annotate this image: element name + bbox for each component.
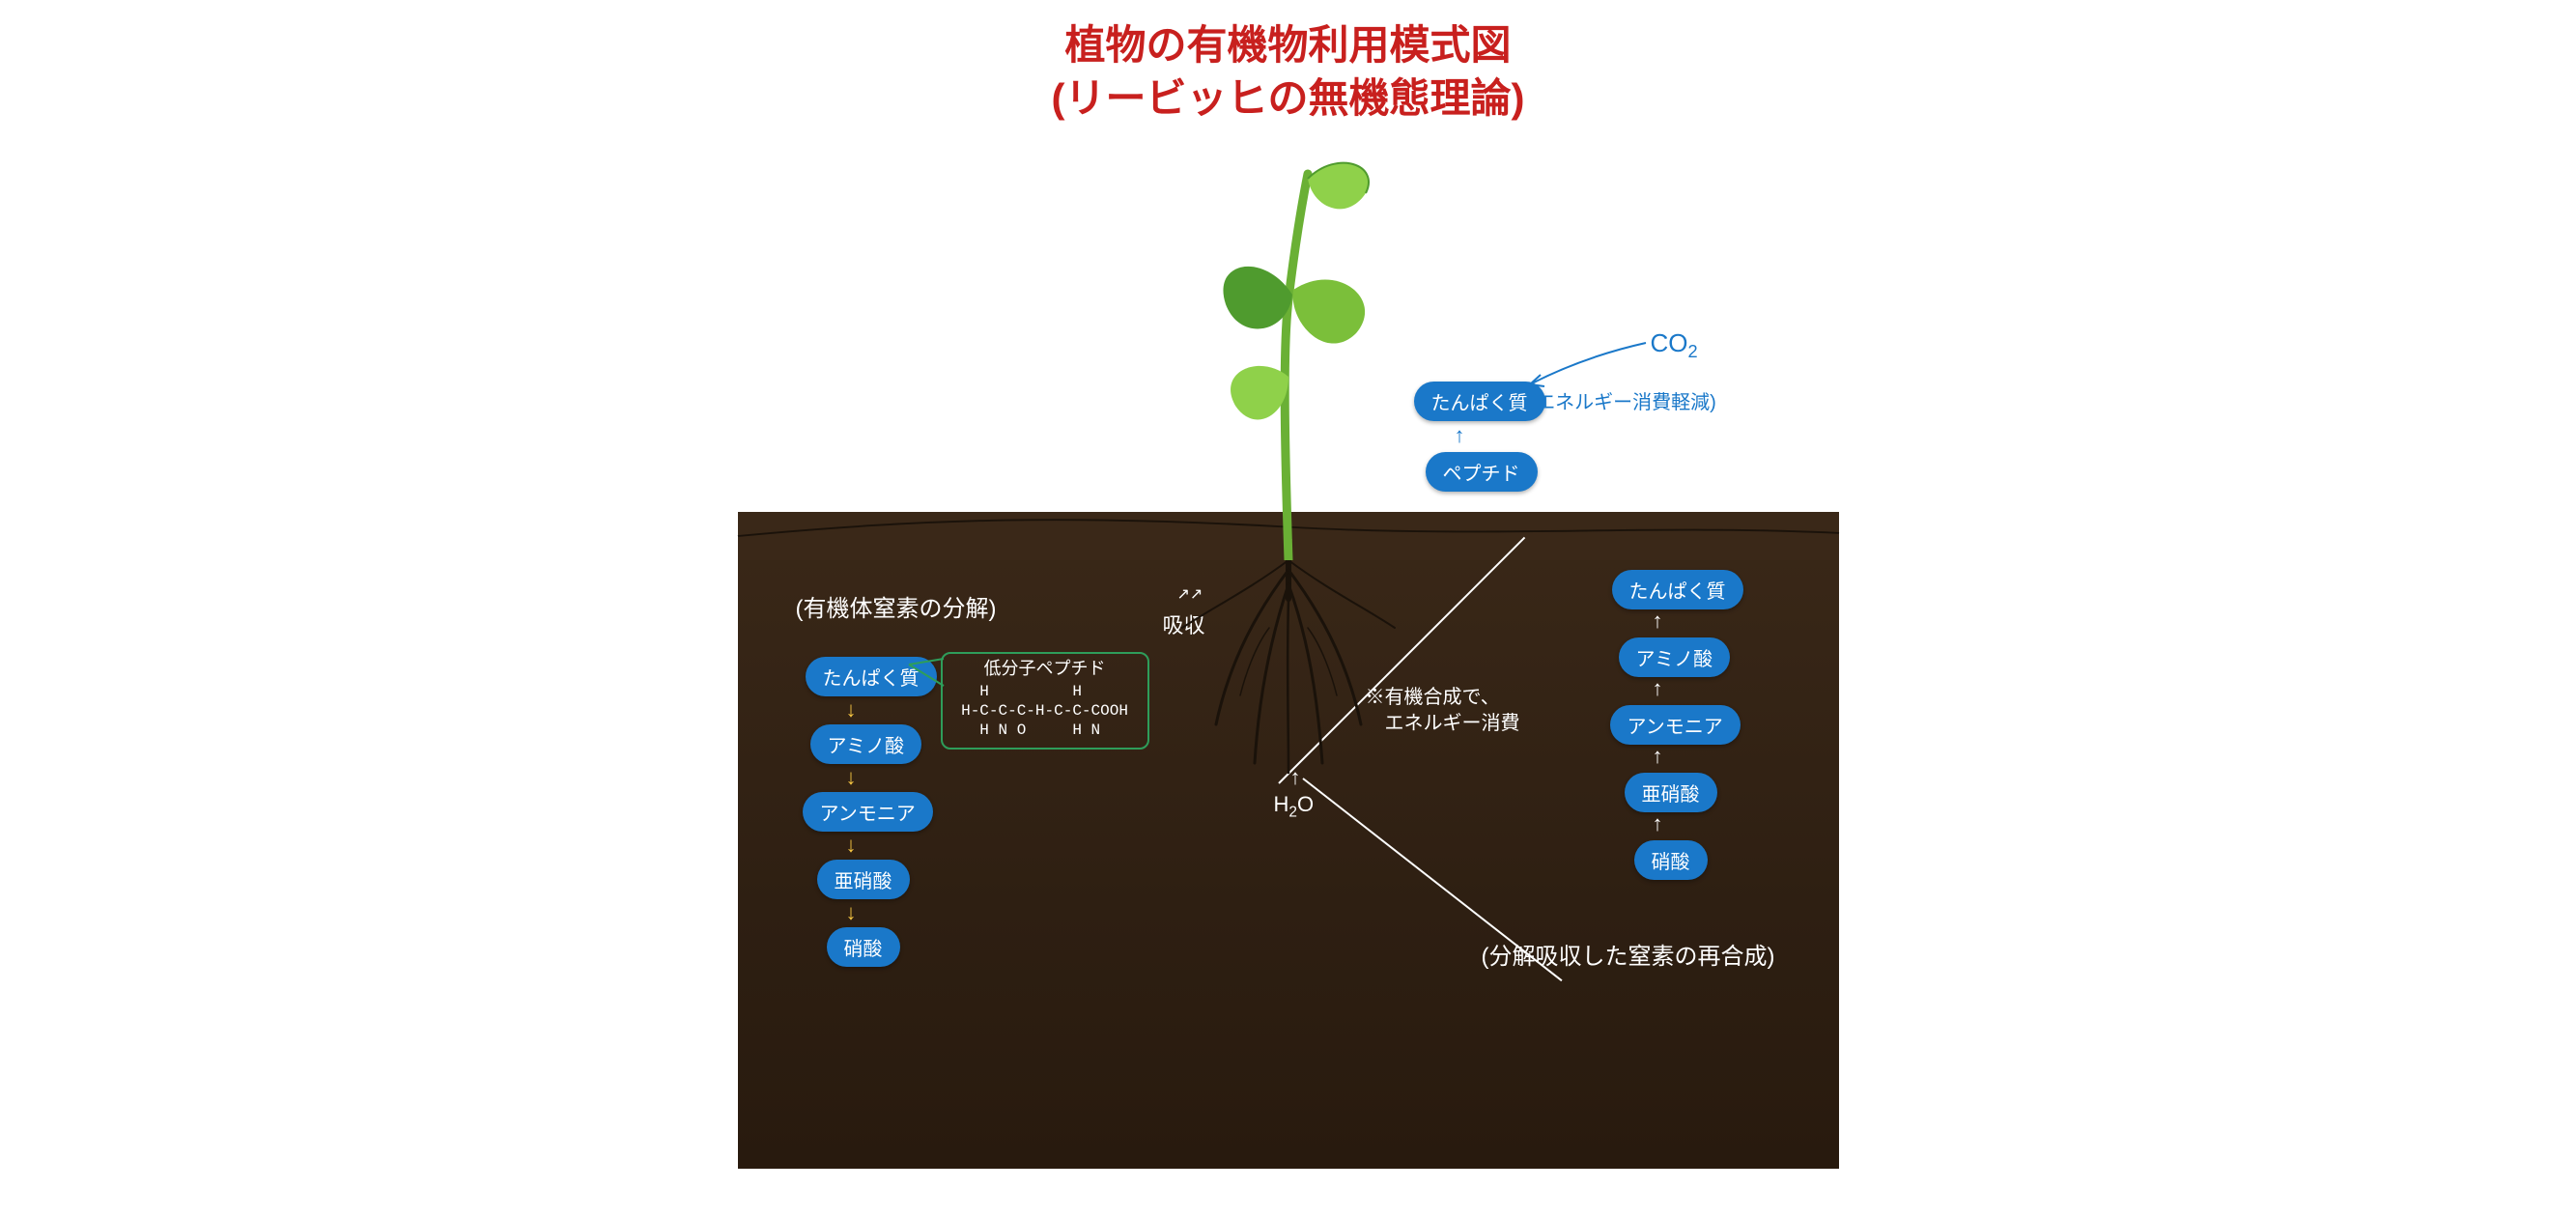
diagram-canvas: ↗↗ 吸収 (有機体窒素の分解) たんぱく質 ↓ アミノ酸 ↓ アンモニア ↓ … (738, 145, 1839, 1169)
left-badge-nitrate: 硝酸 (827, 927, 900, 967)
up-arrow-icon: ↑ (1653, 811, 1663, 836)
molbox-connector-icon (907, 657, 946, 695)
air-up-arrow-icon: ↑ (1455, 423, 1465, 448)
left-badge-nitrite: 亜硝酸 (817, 860, 910, 899)
right-badge-ammonia: アンモニア (1610, 705, 1741, 745)
molbox-line-bottom: H N O H N (952, 721, 1138, 740)
up-arrow-icon: ↑ (1653, 676, 1663, 701)
co2-text: CO (1651, 328, 1688, 357)
left-heading: (有機体窒素の分解) (796, 589, 997, 623)
energy-saving-label: (エネルギー消費軽減) (1530, 386, 1716, 414)
co2-sub: 2 (1688, 342, 1698, 361)
diagram-title: 植物の有機物利用模式図 (リービッヒの無機態理論) (1052, 19, 1525, 125)
h2o-label: H2O (1274, 792, 1315, 821)
right-badge-nitrite: 亜硝酸 (1625, 773, 1717, 812)
roots-icon (1163, 531, 1414, 782)
title-line2: (リービッヒの無機態理論) (1052, 75, 1525, 121)
soil-region: ↗↗ 吸収 (有機体窒素の分解) たんぱく質 ↓ アミノ酸 ↓ アンモニア ↓ … (738, 512, 1839, 1169)
h2o-o: O (1297, 792, 1314, 816)
right-badge-nitrate: 硝酸 (1634, 840, 1708, 880)
plant-icon (1192, 155, 1385, 560)
right-heading: (分解吸収した窒素の再合成) (1482, 937, 1775, 971)
h2o-h: H (1274, 792, 1289, 816)
molecule-box: 低分子ペプチド H H H-C-C-C-H-C-C-COOH H N O H N (941, 652, 1149, 750)
molbox-line-mid: H-C-C-C-H-C-C-COOH (952, 701, 1138, 721)
left-badge-ammonia: アンモニア (803, 792, 933, 832)
right-badge-protein: たんぱく質 (1612, 570, 1743, 609)
up-arrow-icon: ↑ (1653, 608, 1663, 634)
co2-label: CO2 (1651, 328, 1698, 362)
up-arrow-icon: ↑ (1653, 744, 1663, 769)
down-arrow-icon: ↓ (846, 765, 857, 790)
down-arrow-icon: ↓ (846, 833, 857, 858)
title-line1: 植物の有機物利用模式図 (1064, 22, 1511, 68)
air-badge-peptide: ペプチド (1426, 452, 1538, 492)
left-badge-amino: アミノ酸 (810, 724, 922, 764)
molbox-title: 低分子ペプチド (952, 658, 1138, 680)
right-badge-amino: アミノ酸 (1619, 637, 1731, 677)
down-arrow-icon: ↓ (846, 900, 857, 925)
down-arrow-icon: ↓ (846, 697, 857, 722)
molbox-line-top: H H (952, 682, 1138, 701)
co2-arrow-icon (1525, 338, 1651, 391)
